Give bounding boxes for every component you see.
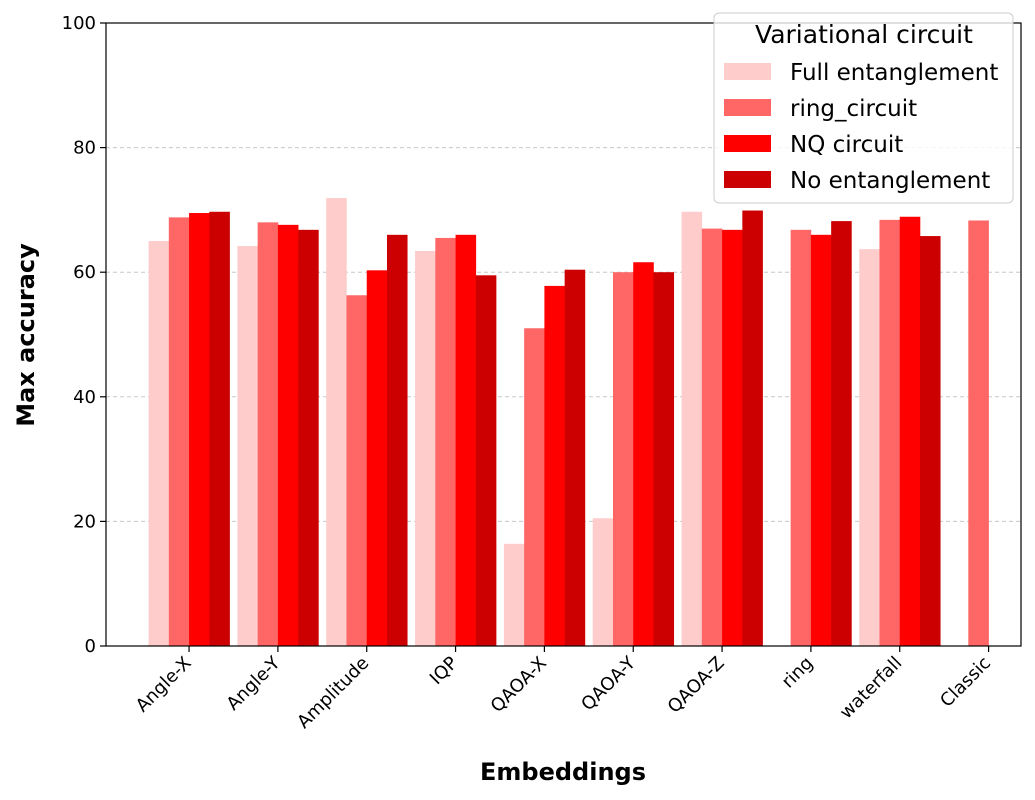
bar-waterfall-NQ-circuit xyxy=(899,216,921,647)
bar-QAOA-Y-NQ-circuit xyxy=(633,262,654,646)
legend-title: Variational circuit xyxy=(755,20,973,49)
legend-swatch-Full-entanglement xyxy=(724,63,771,80)
x-tick-label-Amplitude: Amplitude xyxy=(293,653,373,733)
bar-Amplitude-Full-entanglement xyxy=(326,198,347,647)
bar-QAOA-Y-Full-entanglement xyxy=(592,518,614,646)
bars xyxy=(148,198,989,647)
bar-Angle-Y-NQ-circuit xyxy=(277,224,299,647)
x-tick-label-Classic: Classic xyxy=(936,653,995,712)
legend-frame xyxy=(713,12,1014,204)
legend: Variational circuit Full entanglement rin… xyxy=(713,12,1014,204)
x-tick-label-Angle-Y: Angle-Y xyxy=(223,652,286,715)
y-axis-title: Max accuracy xyxy=(12,243,40,427)
bar-QAOA-X-No-entanglement xyxy=(564,269,586,646)
bar-QAOA-Z-NQ-circuit xyxy=(722,229,743,646)
bar-Amplitude-ring_circuit xyxy=(346,295,368,646)
bar-QAOA-X-ring_circuit xyxy=(524,328,545,646)
bar-ring-NQ-circuit xyxy=(810,234,832,646)
bar-ring-ring_circuit xyxy=(790,229,812,646)
bar-Classic-ring_circuit xyxy=(968,220,989,646)
bar-Amplitude-No-entanglement xyxy=(386,234,408,646)
y-tick-label-20: 20 xyxy=(73,511,96,532)
bar-QAOA-X-NQ-circuit xyxy=(544,285,565,646)
x-tick-label-QAOA-Y: QAOA-Y xyxy=(577,652,640,715)
legend-label-NQ-circuit: NQ circuit xyxy=(790,132,903,158)
legend-label-Full-entanglement: Full entanglement xyxy=(790,60,998,86)
x-tick-label-QAOA-X: QAOA-X xyxy=(487,653,551,717)
y-tick-label-0: 0 xyxy=(85,636,96,657)
bar-QAOA-X-Full-entanglement xyxy=(503,543,525,646)
x-tick-label-ring: ring xyxy=(778,653,818,693)
plot-frame xyxy=(105,22,1022,647)
bar-QAOA-Z-No-entanglement xyxy=(742,210,763,646)
bar-Angle-X-NQ-circuit xyxy=(189,213,210,646)
y-tick-label-100: 100 xyxy=(62,13,96,34)
bar-Angle-Y-ring_circuit xyxy=(257,222,279,647)
bar-QAOA-Y-No-entanglement xyxy=(653,272,675,646)
bar-QAOA-Z-ring_circuit xyxy=(701,228,723,646)
legend-swatch-No-entanglement xyxy=(724,171,771,188)
bar-waterfall-ring_circuit xyxy=(879,219,901,647)
x-tick-label-QAOA-Z: QAOA-Z xyxy=(664,653,729,718)
y-tick-label-60: 60 xyxy=(73,262,96,283)
bar-Angle-Y-Full-entanglement xyxy=(237,246,258,646)
bar-ring-No-entanglement xyxy=(831,221,852,646)
y-tick-label-40: 40 xyxy=(73,387,96,408)
bar-IQP-No-entanglement xyxy=(475,275,497,646)
bar-Amplitude-NQ-circuit xyxy=(366,270,388,646)
x-axis-title: Embeddings xyxy=(480,758,646,786)
x-tick-label-IQP: IQP xyxy=(426,653,462,689)
bar-Angle-X-Full-entanglement xyxy=(148,241,170,647)
bar-Angle-X-No-entanglement xyxy=(209,211,230,647)
legend-swatch-ring_circuit xyxy=(724,99,771,116)
legend-label-No-entanglement: No entanglement xyxy=(790,168,990,194)
bar-IQP-NQ-circuit xyxy=(455,234,477,646)
bar-QAOA-Y-ring_circuit xyxy=(612,272,634,646)
bar-Angle-Y-No-entanglement xyxy=(298,229,319,646)
legend-label-ring_circuit: ring_circuit xyxy=(790,96,917,122)
y-tick-label-80: 80 xyxy=(73,138,96,159)
x-tick-label-waterfall: waterfall xyxy=(836,653,906,723)
legend-swatch-NQ-circuit xyxy=(724,135,771,152)
x-tick-label-Angle-X: Angle-X xyxy=(132,653,196,717)
bar-waterfall-No-entanglement xyxy=(919,236,941,647)
bar-IQP-ring_circuit xyxy=(435,237,456,646)
bar-QAOA-Z-Full-entanglement xyxy=(681,211,703,647)
bar-IQP-Full-entanglement xyxy=(415,251,436,646)
bar-waterfall-Full-entanglement xyxy=(859,249,880,647)
bar-Angle-X-ring_circuit xyxy=(168,217,190,646)
